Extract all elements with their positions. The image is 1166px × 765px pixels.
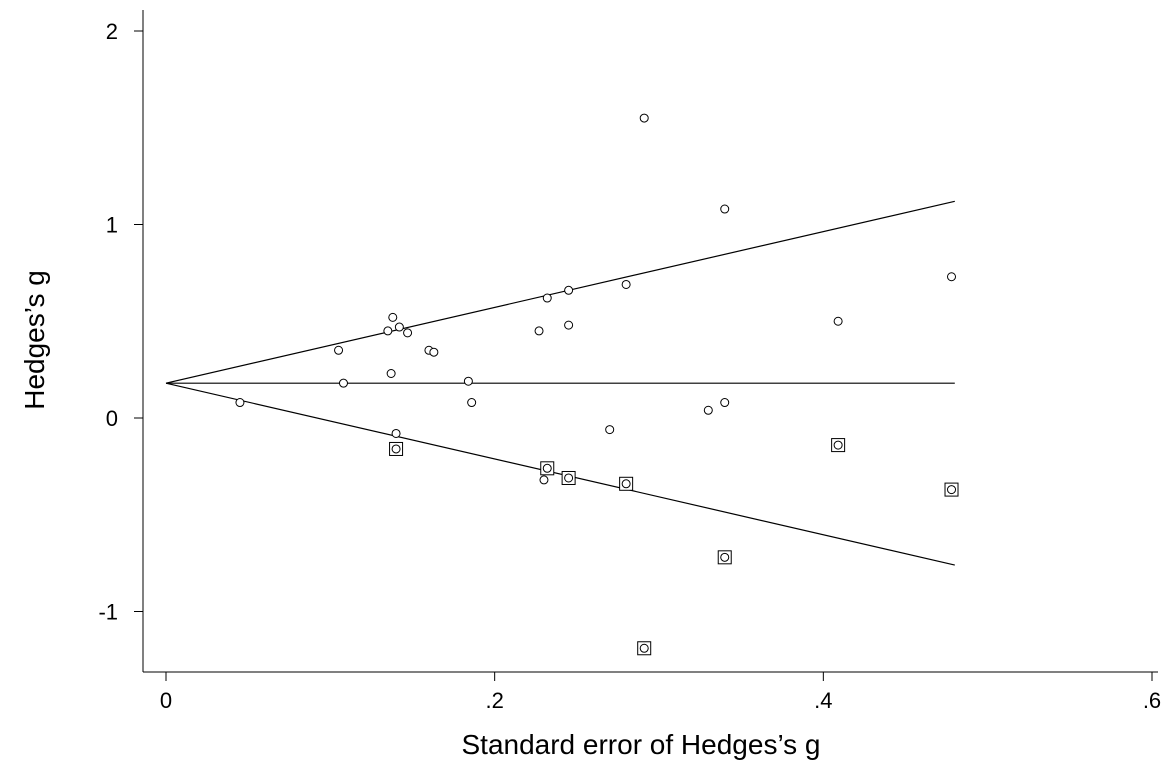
study-point <box>429 347 439 357</box>
x-tick-label: 0 <box>160 688 172 713</box>
imputed-study-point <box>720 552 730 562</box>
study-point <box>463 376 473 386</box>
funnel-lower-line <box>165 382 955 566</box>
study-point <box>391 428 401 438</box>
study-point <box>467 398 477 408</box>
axes <box>142 10 1158 673</box>
x-tick-label: .6 <box>1143 688 1161 713</box>
study-point <box>383 326 393 336</box>
y-axis-title: Hedges’s g <box>19 270 50 410</box>
study-point <box>539 475 549 485</box>
imputed-study-point <box>564 473 574 483</box>
study-point <box>833 316 843 326</box>
study-point <box>534 326 544 336</box>
study-point <box>388 312 398 322</box>
imputed-study-point <box>542 463 552 473</box>
study-point <box>235 398 245 408</box>
funnel-lines <box>165 200 955 566</box>
study-point <box>386 368 396 378</box>
funnel-upper-line <box>165 200 955 384</box>
study-point <box>564 320 574 330</box>
y-tick-label: 0 <box>106 406 118 431</box>
study-point <box>720 398 730 408</box>
study-point <box>621 279 631 289</box>
imputed-study-point <box>947 485 957 495</box>
study-point <box>605 425 615 435</box>
imputed-study-point <box>833 440 843 450</box>
study-point <box>403 328 413 338</box>
y-tick-label: 2 <box>106 19 118 44</box>
study-point <box>639 113 649 123</box>
imputed-study-point <box>391 444 401 454</box>
x-axis-title: Standard error of Hedges’s g <box>461 729 820 760</box>
imputed-study-point <box>639 643 649 653</box>
x-ticks: 0 .2 .4 .6 <box>160 672 1161 713</box>
study-point <box>720 204 730 214</box>
study-point <box>703 405 713 415</box>
study-point <box>947 272 957 282</box>
y-ticks: -1 0 1 2 <box>98 19 143 625</box>
study-point <box>542 293 552 303</box>
study-point <box>334 345 344 355</box>
y-tick-label: 1 <box>106 213 118 238</box>
data-points <box>235 113 959 656</box>
x-tick-label: .4 <box>814 688 832 713</box>
study-point <box>338 378 348 388</box>
study-point <box>564 285 574 295</box>
x-tick-label: .2 <box>485 688 503 713</box>
imputed-study-point <box>621 479 631 489</box>
study-point <box>394 322 404 332</box>
y-tick-label: -1 <box>98 600 118 625</box>
